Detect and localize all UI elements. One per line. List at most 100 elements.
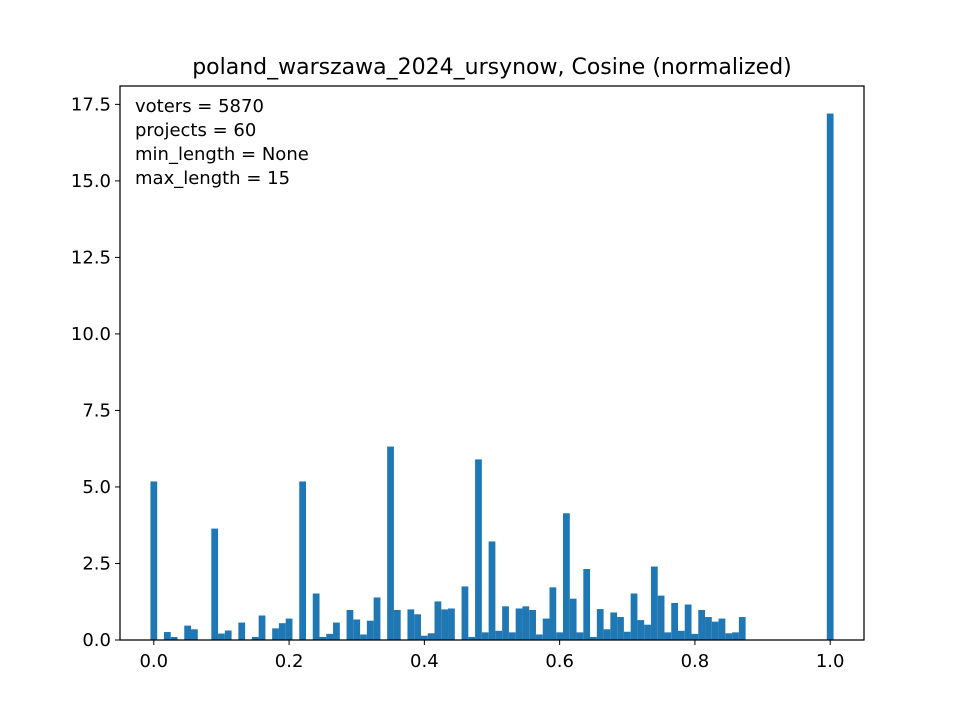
histogram-bar <box>448 608 455 640</box>
annotation-box: voters = 5870 projects = 60 min_length = N… <box>135 96 309 189</box>
histogram-bar <box>515 608 523 640</box>
histogram-bar <box>366 620 374 640</box>
histogram-bar <box>299 481 306 640</box>
bars-group <box>150 113 834 641</box>
histogram-bar <box>691 633 699 640</box>
histogram-bar <box>529 610 536 640</box>
histogram-bar <box>184 625 192 640</box>
x-tick-label: 0.0 <box>139 651 168 672</box>
histogram-bar <box>732 632 739 640</box>
histogram-bar <box>596 609 604 640</box>
histogram-bar <box>569 598 577 640</box>
histogram-bar <box>420 635 428 640</box>
y-tick-label: 12.5 <box>71 247 111 268</box>
histogram-bar <box>826 113 834 641</box>
y-axis: 0.0 2.5 5.0 7.5 10.0 12.5 15.0 17.5 <box>71 94 120 651</box>
histogram-bar <box>603 629 611 640</box>
histogram-bar <box>671 602 678 640</box>
histogram-bar <box>684 604 692 640</box>
histogram-bar <box>657 595 665 640</box>
histogram-bar <box>326 633 334 640</box>
histogram-bar <box>563 513 570 640</box>
histogram-bar <box>427 633 435 640</box>
histogram-bar <box>502 606 509 640</box>
histogram-bar <box>258 615 266 640</box>
histogram-bar <box>387 446 394 640</box>
histogram-bar <box>285 618 293 640</box>
annotation-line: projects = 60 <box>135 120 256 141</box>
histogram-bar <box>414 614 421 640</box>
histogram-bar <box>373 597 381 640</box>
histogram-bar <box>522 606 530 640</box>
annotation-line: max_length = 15 <box>135 168 290 189</box>
histogram-bar <box>711 621 719 640</box>
histogram-bar <box>278 623 286 640</box>
histogram-bar <box>698 610 706 640</box>
histogram-bar <box>353 619 361 640</box>
x-axis: 0.0 0.2 0.4 0.6 0.8 1.0 <box>139 640 845 672</box>
histogram-bar <box>664 632 672 640</box>
y-tick-label: 15.0 <box>71 171 111 192</box>
histogram-bar <box>637 620 645 640</box>
histogram-bar <box>508 632 516 640</box>
y-tick-label: 2.5 <box>82 553 111 574</box>
histogram-bar <box>251 636 259 640</box>
histogram-bar <box>218 633 225 640</box>
x-tick-label: 0.4 <box>410 651 439 672</box>
plot-frame <box>119 85 865 641</box>
annotation-line: voters = 5870 <box>135 96 264 117</box>
histogram-bar <box>319 636 327 640</box>
histogram-bar <box>170 636 178 640</box>
histogram-bar <box>705 617 712 640</box>
histogram-bar <box>481 632 489 640</box>
histogram-bar <box>312 593 320 640</box>
histogram-bar <box>650 566 658 640</box>
x-tick-label: 1.0 <box>816 651 845 672</box>
annotation-line: min_length = None <box>135 144 309 165</box>
y-tick-label: 17.5 <box>71 94 111 115</box>
histogram-bar <box>441 609 449 640</box>
histogram-bar <box>583 568 591 640</box>
histogram-bar <box>576 632 584 640</box>
histogram-bar <box>346 610 354 640</box>
histogram-bar <box>407 609 415 640</box>
histogram-bar <box>495 630 503 640</box>
histogram-bar <box>360 634 367 640</box>
histogram-bar <box>623 631 631 640</box>
histogram-bar <box>542 618 550 640</box>
histogram-bar <box>163 632 171 640</box>
histogram-bar <box>150 481 158 640</box>
histogram-bar <box>590 636 597 640</box>
histogram-bar <box>549 587 557 640</box>
histogram-bar <box>610 612 618 640</box>
y-tick-label: 5.0 <box>82 477 111 498</box>
histogram-bar <box>556 632 564 640</box>
histogram-bar <box>468 636 476 640</box>
histogram-bar <box>272 628 279 640</box>
x-tick-label: 0.8 <box>681 651 710 672</box>
histogram-bar <box>535 634 543 640</box>
histogram-bar <box>191 629 198 640</box>
histogram-bar <box>644 624 651 640</box>
histogram-bar <box>393 610 401 640</box>
histogram-bar <box>718 618 726 640</box>
histogram-bar <box>630 593 638 640</box>
histogram-bar <box>461 586 469 640</box>
histogram-bar <box>725 633 733 640</box>
y-tick-label: 7.5 <box>82 400 111 421</box>
y-tick-label: 10.0 <box>71 324 111 345</box>
histogram-bar <box>738 617 746 640</box>
histogram-bar <box>333 622 340 640</box>
histogram-bar <box>475 459 482 640</box>
histogram-bar <box>617 617 624 640</box>
histogram-bar <box>678 630 685 640</box>
x-tick-label: 0.2 <box>275 651 304 672</box>
y-tick-label: 0.0 <box>82 630 111 651</box>
histogram-bar <box>488 541 496 640</box>
histogram-bar <box>434 601 442 640</box>
histogram-bar <box>211 528 219 640</box>
x-tick-label: 0.6 <box>545 651 574 672</box>
histogram-bar <box>224 630 232 640</box>
chart-title: poland_warszawa_2024_ursynow, Cosine (no… <box>192 55 792 80</box>
